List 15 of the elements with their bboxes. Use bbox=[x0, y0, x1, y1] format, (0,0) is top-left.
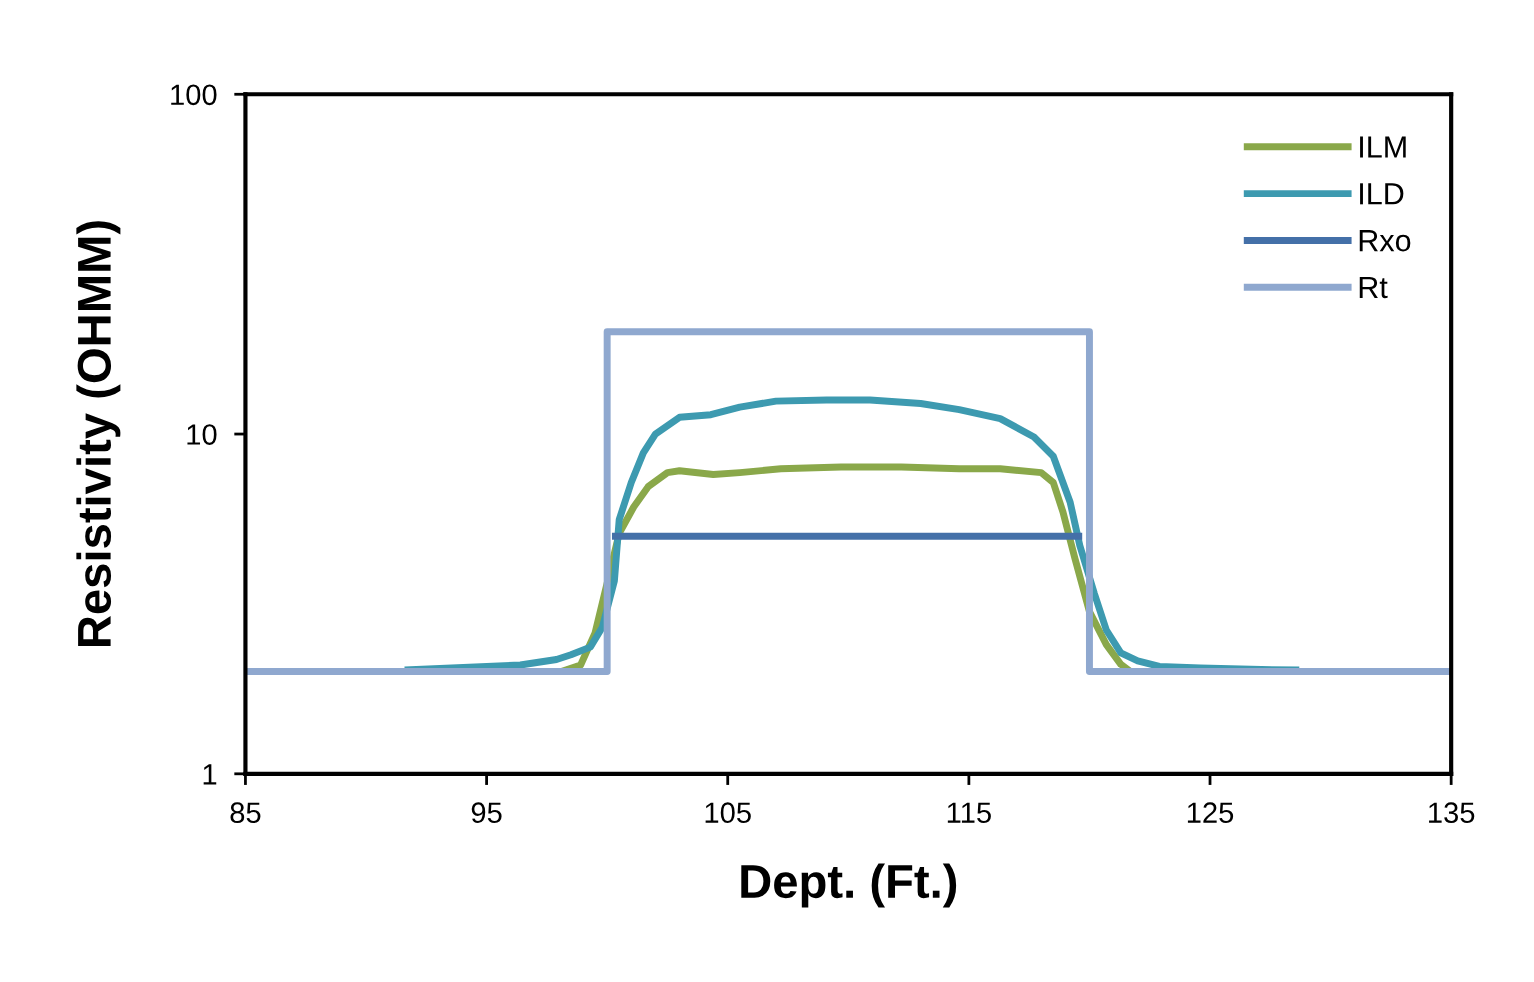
legend-label: Rt bbox=[1359, 276, 1388, 299]
y-tick-label: 100 bbox=[171, 84, 217, 106]
x-tick-label: 85 bbox=[230, 802, 261, 824]
legend-label: ILM bbox=[1360, 136, 1406, 158]
legend-label: ILD bbox=[1360, 183, 1404, 205]
x-axis-title: Dept. (Ft.) bbox=[741, 863, 957, 908]
x-tick-label: 95 bbox=[471, 802, 502, 824]
y-axis-title: Resistivity (OHMM) bbox=[76, 221, 121, 647]
legend-label: Rxo bbox=[1359, 230, 1411, 252]
x-tick-label: 105 bbox=[705, 802, 751, 824]
x-tick-label: 125 bbox=[1187, 802, 1234, 824]
x-tick-label: 135 bbox=[1429, 802, 1475, 824]
y-tick-label: 1 bbox=[203, 764, 217, 785]
y-tick-label: 10 bbox=[187, 424, 217, 445]
x-tick-label: 115 bbox=[947, 802, 991, 824]
